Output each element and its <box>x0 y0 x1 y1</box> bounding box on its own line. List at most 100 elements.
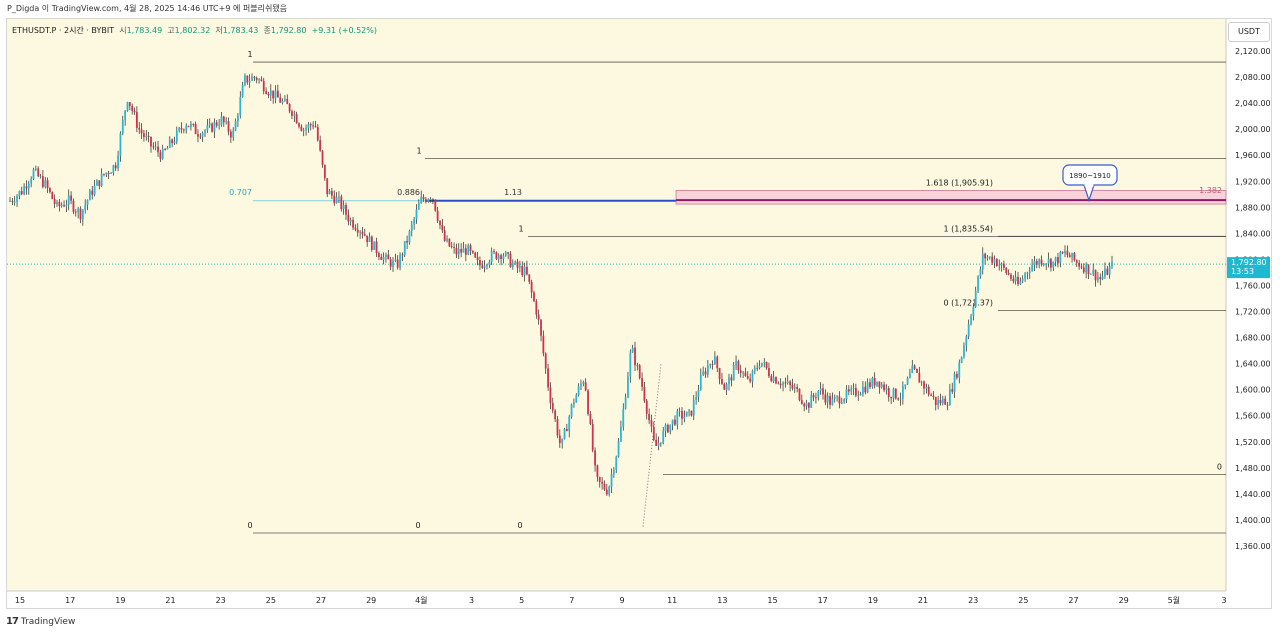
candle-body <box>838 396 841 404</box>
candle-body <box>540 319 542 336</box>
price-axis-tick: 2,040.00 <box>1235 99 1271 108</box>
candle-body <box>347 214 350 222</box>
target-zone-box[interactable] <box>675 190 1227 205</box>
candle-body <box>605 489 608 495</box>
candle-body <box>51 192 54 199</box>
open-value: 1,783.49 <box>126 26 163 35</box>
candle-body <box>678 410 681 412</box>
candle-body <box>542 335 545 354</box>
candle-body <box>100 173 103 186</box>
candle-body <box>147 135 150 137</box>
candle-body <box>178 128 181 131</box>
candle-body <box>864 386 867 393</box>
candle-body <box>135 112 138 128</box>
time-axis-tick: 11 <box>667 596 677 605</box>
time-axis-tick: 27 <box>1068 596 1078 605</box>
candle-body <box>923 381 925 389</box>
candle-body <box>1099 277 1102 279</box>
candle-body <box>664 424 667 432</box>
candle-body <box>197 134 199 137</box>
candle-body <box>829 395 831 406</box>
candle-body <box>70 195 72 201</box>
price-axis-tick: 1,480.00 <box>1235 464 1271 473</box>
candle-body <box>375 241 378 254</box>
candle-body <box>674 419 676 425</box>
candle-body <box>753 367 756 371</box>
candle-body <box>222 116 225 123</box>
candle-body <box>716 356 719 369</box>
candle-body <box>27 183 30 189</box>
price-axis-tick: 1,640.00 <box>1235 360 1271 369</box>
time-axis-tick: 5월 <box>1168 595 1180 605</box>
candle-body <box>857 395 860 397</box>
low-value: 1,783.43 <box>222 26 259 35</box>
fib-label-1618: 1.618 (1,905.91) <box>926 178 993 187</box>
candle-body <box>429 198 432 200</box>
candle-body <box>417 203 420 210</box>
candle-body <box>241 84 244 98</box>
candle-body <box>272 90 275 99</box>
candle-body <box>641 378 643 387</box>
candle-body <box>232 130 235 138</box>
candle-body <box>471 250 474 253</box>
candle-body <box>32 169 35 179</box>
candle-body <box>394 259 397 261</box>
candle-body <box>810 395 813 408</box>
candle-body <box>551 403 554 411</box>
candle-body <box>192 124 195 125</box>
candle-body <box>1035 261 1038 265</box>
candle-body <box>1003 263 1005 268</box>
candle-body <box>349 219 352 222</box>
fib-label-0886: 0.886 <box>397 188 420 197</box>
high-label: 고 <box>167 26 175 35</box>
candle-body <box>497 255 500 259</box>
candle-body <box>462 248 465 253</box>
candle-body <box>573 402 575 405</box>
symbol-name[interactable]: ETHUSDT.P · 2시간 · BYBIT <box>12 26 115 35</box>
candle-body <box>580 383 582 387</box>
candle-body <box>293 114 296 116</box>
candle-body <box>568 416 571 432</box>
currency-button[interactable]: USDT <box>1228 22 1270 42</box>
candle-body <box>1021 278 1024 281</box>
fib-level-label: 0 <box>1217 462 1222 471</box>
candle-body <box>1108 266 1111 275</box>
candle-body <box>521 266 524 276</box>
candle-body <box>918 372 921 383</box>
time-axis-tick: 29 <box>1119 596 1129 605</box>
candle-body <box>770 376 773 382</box>
candle-body <box>730 377 733 381</box>
candle-body <box>991 256 994 263</box>
candle-body <box>869 382 871 387</box>
price-axis-tick: 1,880.00 <box>1235 203 1271 212</box>
candle-body <box>617 441 620 457</box>
candle-body <box>852 388 855 389</box>
price-axis-tick: 1,520.00 <box>1235 438 1271 447</box>
candle-body <box>321 150 324 165</box>
price-axis-tick: 1,840.00 <box>1235 229 1271 238</box>
candle-body <box>79 208 82 220</box>
candle-body <box>530 281 533 293</box>
candle-body <box>1054 257 1057 262</box>
candle-body <box>667 424 669 433</box>
fib-label-0707: 0.707 <box>229 188 252 197</box>
candle-body <box>1031 265 1034 271</box>
price-axis-tick: 1,960.00 <box>1235 151 1271 160</box>
chart-frame <box>6 18 1272 609</box>
tradingview-logo[interactable]: 17 TradingView <box>6 616 75 627</box>
candle-body <box>185 125 188 131</box>
candle-body <box>1068 254 1071 258</box>
symbol-legend: ETHUSDT.P · 2시간 · BYBIT 시1,783.49 고1,802… <box>12 25 377 36</box>
candle-body <box>608 486 611 495</box>
candle-body <box>951 389 954 392</box>
candle-body <box>789 381 791 385</box>
candle-body <box>199 136 202 138</box>
candle-body <box>56 201 58 204</box>
candle-body <box>953 373 956 392</box>
candle-body <box>537 314 540 320</box>
candle-body <box>338 196 340 198</box>
candle-body <box>291 111 293 116</box>
candle-body <box>345 205 347 215</box>
candle-body <box>385 254 387 257</box>
